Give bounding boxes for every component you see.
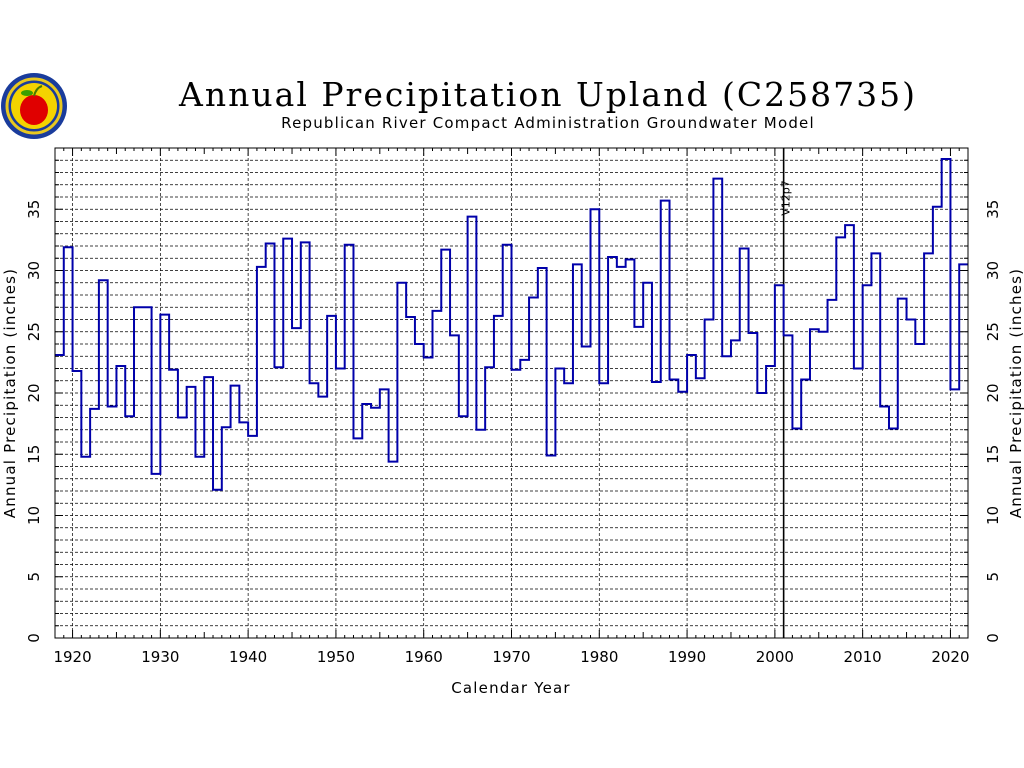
y-tick-label-right: 20 xyxy=(984,383,1002,402)
y-tick-label-right: 35 xyxy=(984,200,1002,219)
y-tick-label: 10 xyxy=(25,506,43,525)
x-tick-label: 1990 xyxy=(668,648,706,666)
y-tick-label-right: 15 xyxy=(984,445,1002,464)
y-axis-label: Annual Precipitation (inches) xyxy=(1,268,19,518)
y-tick-label-right: 30 xyxy=(984,261,1002,280)
y-tick-label: 35 xyxy=(25,200,43,219)
y-tick-label: 5 xyxy=(25,572,43,582)
x-tick-label: 1940 xyxy=(229,648,267,666)
chart-subtitle: Republican River Compact Administration … xyxy=(281,114,815,132)
plot-frame xyxy=(54,147,969,639)
x-tick-label: 1980 xyxy=(580,648,618,666)
annotations: V12p7 xyxy=(780,148,793,638)
y-tick-label-right: 10 xyxy=(984,506,1002,525)
grid xyxy=(55,148,968,638)
y-tick-label: 15 xyxy=(25,445,43,464)
x-tick-label: 2020 xyxy=(931,648,969,666)
annotation-label: V12p7 xyxy=(780,180,793,216)
series xyxy=(55,158,968,491)
x-tick-label: 1920 xyxy=(53,648,91,666)
precipitation-step-line xyxy=(55,158,968,491)
x-tick-label: 1960 xyxy=(405,648,443,666)
y-tick-label-right: 5 xyxy=(984,572,1002,582)
chart-title: Annual Precipitation Upland (C258735) xyxy=(178,75,917,114)
y-tick-label: 30 xyxy=(25,261,43,280)
x-tick-label: 2000 xyxy=(756,648,794,666)
y-axis-label-right: Annual Precipitation (inches) xyxy=(1007,268,1024,518)
x-tick-label: 1970 xyxy=(492,648,530,666)
x-tick-label: 2010 xyxy=(844,648,882,666)
y-tick-label: 25 xyxy=(25,322,43,341)
y-tick-label: 0 xyxy=(25,633,43,643)
y-tick-label-right: 25 xyxy=(984,322,1002,341)
tick-labels: 1920 1930 1940 1950 1960 1970 1980 1990 2000 2010… xyxy=(25,200,1002,666)
y-tick-label: 20 xyxy=(25,383,43,402)
y-tick-label-right: 0 xyxy=(984,633,1002,643)
x-tick-label: 1950 xyxy=(317,648,355,666)
logo xyxy=(1,73,67,139)
x-tick-label: 1930 xyxy=(141,648,179,666)
x-axis-label: Calendar Year xyxy=(451,679,571,697)
